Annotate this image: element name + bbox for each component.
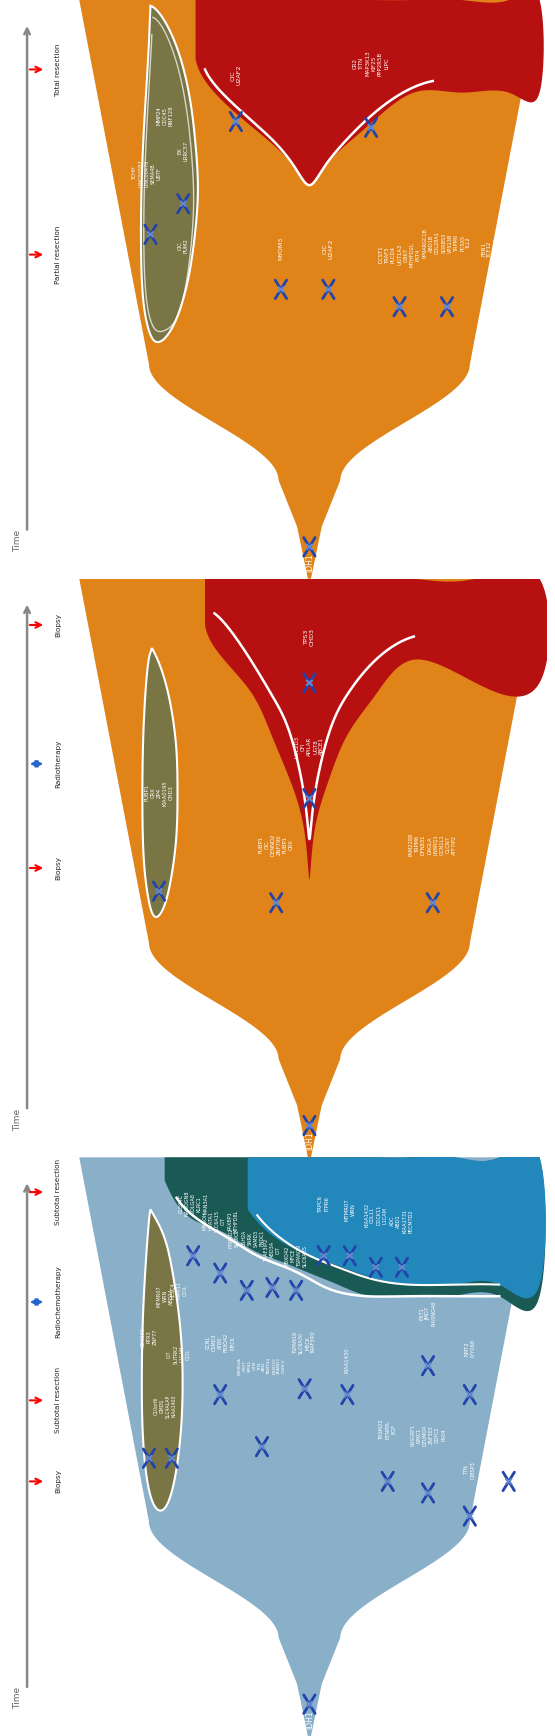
Text: TCHH
LINC00587
LINC00478
SEMA4B
UBTF: TCHH LINC00587 LINC00478 SEMA4B UBTF xyxy=(132,160,162,187)
Text: NUDTS
DYNCIH1
PAK6
TCF12: NUDTS DYNCIH1 PAK6 TCF12 xyxy=(497,1408,521,1429)
Polygon shape xyxy=(79,0,539,578)
Text: CIC
U2AF2: CIC U2AF2 xyxy=(230,64,241,85)
Polygon shape xyxy=(141,5,198,342)
Text: TRAF3IP2
ABD3A
CIT: TRAF3IP2 ABD3A CIT xyxy=(264,1238,281,1262)
Text: MTMR07
WRN
ABD1A: MTMR07 WRN ABD1A xyxy=(157,1285,174,1307)
Text: ADC
ABD1
KIAA1731
PECMTD2: ADC ABD1 KIAA1731 PECMTD2 xyxy=(390,1208,413,1233)
Text: TRPC6
ITPR6: TRPC6 ITPR6 xyxy=(318,1194,329,1212)
Text: CDC123
RTR3
ZNF77: CDC123 RTR3 ZNF77 xyxy=(140,1326,158,1347)
Text: EK
LRRC57: EK LRRC57 xyxy=(178,141,189,160)
Text: Radiotherapy: Radiotherapy xyxy=(55,740,61,788)
Text: Subtotal resection: Subtotal resection xyxy=(55,1160,61,1226)
Text: Total resection: Total resection xyxy=(55,43,61,95)
Text: KIAA1432
COL11
DOCK11
L1CAM: KIAA1432 COL11 DOCK11 L1CAM xyxy=(364,1203,387,1227)
Text: Time: Time xyxy=(13,529,22,552)
Text: TRSM22
ETNPPL
EGF: TRSM22 ETNPPL EGF xyxy=(379,1418,396,1439)
Text: PP9ARGC1B
ABD1B
COL28A1
SORBS3
VPS13B
TRPM6
PCSX5
TLL2: PP9ARGC1B ABD1B COL28A1 SORBS3 VPS13B TR… xyxy=(423,227,471,259)
Polygon shape xyxy=(143,648,178,917)
Polygon shape xyxy=(165,1142,546,1311)
Text: Partial resection: Partial resection xyxy=(55,226,61,283)
Text: FAM2288
TRPM6
DFN831
DAGLA
LN8RQ1
GCN1L1
CLCN7
ATF7IP2: FAM2288 TRPM6 DFN831 DAGLA LN8RQ1 GCN1L1… xyxy=(408,833,457,856)
Text: TSPAN19
SLC6A30
MECK
TRAF3IP2: TSPAN19 SLC6A30 MECK TRAF3IP2 xyxy=(293,1332,316,1354)
Text: CCNL
CSMD3
ATBK
FBXO42
MECK: CCNL CSMD3 ATBK FBXO42 MECK xyxy=(205,1333,235,1352)
Text: CR2
TITN
MAP3K13
KIF25
PPP2R5B
LIPC: CR2 TITN MAP3K13 KIF25 PPP2R5B LIPC xyxy=(353,50,389,76)
Text: MYOM3: MYOM3 xyxy=(279,238,284,260)
Text: IDH1: IDH1 xyxy=(305,1710,314,1729)
Text: CIC
PUM2: CIC PUM2 xyxy=(178,238,189,253)
Text: IDH1: IDH1 xyxy=(305,554,314,571)
Text: TPS3
CHD3: TPS3 CHD3 xyxy=(304,627,315,646)
Text: FBXO42
MFCE
TSPAN19
SLC6A35: FBXO42 MFCE TSPAN19 SLC6A35 xyxy=(284,1245,308,1267)
Text: Subtotal resection: Subtotal resection xyxy=(55,1368,61,1434)
Polygon shape xyxy=(205,568,549,880)
Text: KIAA1430: KIAA1430 xyxy=(345,1347,350,1373)
Polygon shape xyxy=(248,1144,546,1299)
Text: Time: Time xyxy=(13,1687,22,1710)
Text: PTIPND2
SLC9C2
USH2A
SNRK
SAMD3
FNDC1: PTIPND2 SLC9C2 USH2A SNRK SAMD3 FNDC1 xyxy=(229,1229,265,1248)
Text: MMP24
CDC45
RNF128: MMP24 CDC45 RNF128 xyxy=(157,106,174,127)
Text: CLEC4C
NANOGN8
GOLGA8
KLRC1
MAN3A1: CLEC4C NANOGN8 GOLGA8 KLRC1 MAN3A1 xyxy=(178,1191,208,1217)
Text: MTMR07
WRN: MTMR07 WRN xyxy=(344,1198,355,1220)
Polygon shape xyxy=(79,578,539,1158)
Text: MAGOH
HEATA1
SLC6A15
CIT
PAXBP1
MTHFD8L: MAGOH HEATA1 SLC6A15 CIT PAXBP1 MTHFD8L xyxy=(202,1210,238,1233)
Text: Radiochemotherapy: Radiochemotherapy xyxy=(55,1266,61,1338)
Text: UBE2D3
CFI
APILAR
UGT8
ABCE1: UBE2D3 CFI APILAR UGT8 ABCE1 xyxy=(295,736,324,757)
Text: EXT1
JMD7
PIASNG48: EXT1 JMD7 PIASNG48 xyxy=(420,1300,437,1326)
Polygon shape xyxy=(142,1210,183,1510)
Text: C10orf6
GMDS
SLC4ALAP
KIAA1403: C10orf6 GMDS SLC4ALAP KIAA1403 xyxy=(153,1394,177,1418)
Text: NMT2
LYY068: NMT2 LYY068 xyxy=(464,1338,476,1358)
Text: IDH1: IDH1 xyxy=(305,1132,314,1151)
Polygon shape xyxy=(195,0,544,186)
Text: Biopsy: Biopsy xyxy=(55,1469,61,1493)
Text: DCST1
TRAF5
PLCD4
UGT1A3
G8K7
MTHFD2L
FAT4: DCST1 TRAF5 PLCD4 UGT1A3 G8K7 MTHFD2L FA… xyxy=(379,243,421,267)
Text: FUBP1
CIC
DENND2
ZNF790
FUBP1
CRX: FUBP1 CIC DENND2 ZNF790 FUBP1 CRX xyxy=(258,833,294,856)
Text: Biopsy: Biopsy xyxy=(55,856,61,880)
Text: FBMD4A
MIOT
SPIN1
GTM
TTN
ABI2
TBMT44
FBXO10
ZFAND3
CGRL3: FBMD4A MIOT SPIN1 GTM TTN ABI2 TBMT44 FB… xyxy=(238,1358,286,1375)
Text: Time: Time xyxy=(13,1109,22,1130)
Text: CIC
U2AF2: CIC U2AF2 xyxy=(323,238,334,259)
Text: CIT
SLITRK2
L1CAM
OCIL: CIT SLITRK2 L1CAM OCIL xyxy=(167,1344,191,1364)
Text: HESC4
MMP11
OCIL: HESC4 MMP11 OCIL xyxy=(170,1281,188,1300)
Text: FBN1
TCF12
PLEKHO2
NFATC3
INSR
HDHD1: FBN1 TCF12 PLEKHO2 NFATC3 INSR HDHD1 xyxy=(481,236,517,260)
Text: Biopsy: Biopsy xyxy=(55,613,61,637)
Text: RASGRF1
RPKC1
DZUMO4
ZNF303
GOFC2
PSO4: RASGRF1 RPKC1 DZUMO4 ZNF303 GOFC2 PSO4 xyxy=(410,1424,446,1446)
Polygon shape xyxy=(79,1158,539,1736)
Text: TTN
CIBSP3: TTN CIBSP3 xyxy=(464,1462,476,1479)
Text: FUBP1
CRX
ZP4
KIAA0195
CHD3: FUBP1 CRX ZP4 KIAA0195 CHD3 xyxy=(144,779,174,806)
